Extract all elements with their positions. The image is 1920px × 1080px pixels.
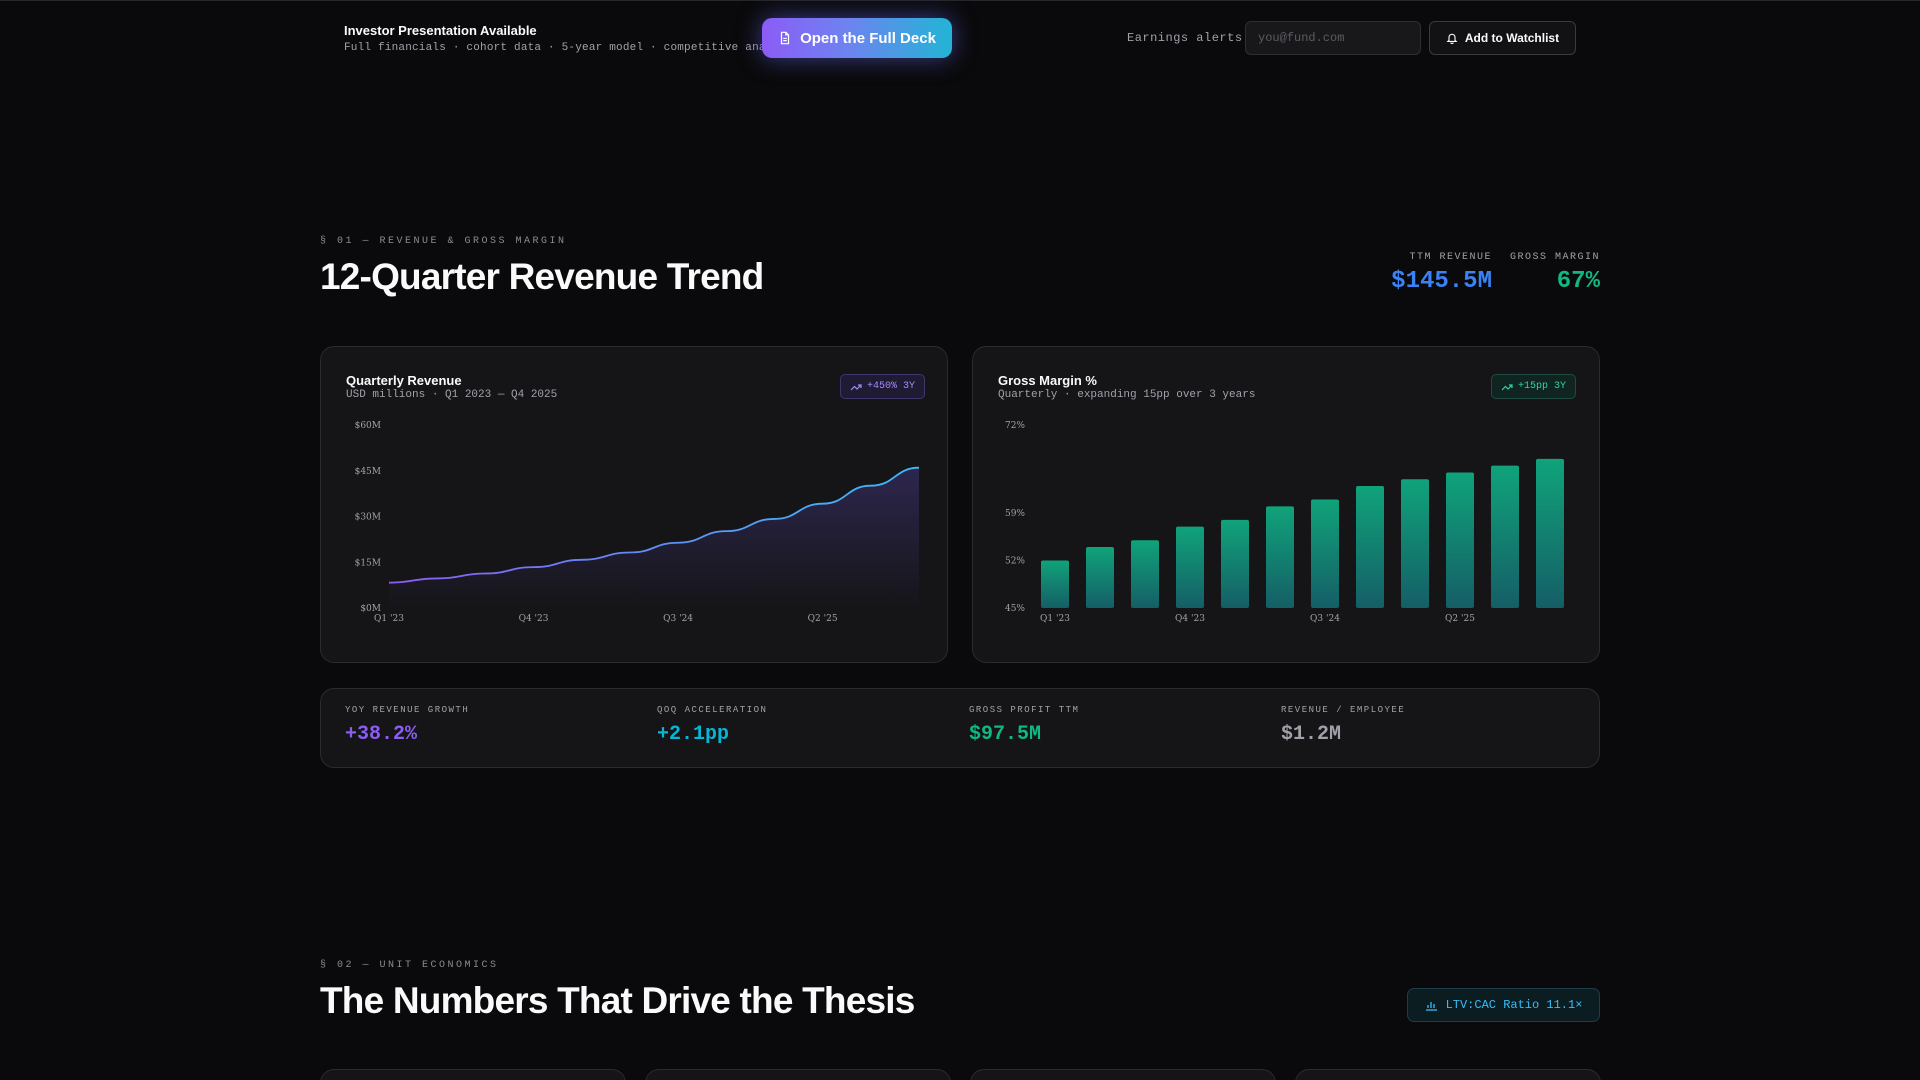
stat-value: +38.2%: [345, 723, 418, 746]
open-deck-label: Open the Full Deck: [800, 29, 936, 47]
x-tick-label: Q3 '24: [663, 614, 693, 624]
x-tick-label: Q1 '23: [1040, 614, 1070, 624]
margin-bar-chart: 72% 59% 52% 45% Q1 '23 Q4 '23 Q3 '24 Q2 '25: [1005, 421, 1564, 624]
section2-title: The Numbers That Drive the Thesis: [320, 980, 915, 1021]
stat-label: GROSS PROFIT TTM: [969, 705, 1080, 715]
x-tick-label: Q2 '25: [808, 614, 838, 624]
margin-bar: [1446, 472, 1474, 608]
y-tick-label: $60M: [355, 421, 381, 431]
top-bar: Investor Presentation Available Full fin…: [0, 0, 1920, 74]
promo-block: Investor Presentation Available Full fin…: [344, 23, 800, 54]
unit-economics-card: [1295, 1069, 1601, 1080]
margin-bar: [1221, 519, 1249, 608]
kpi-value: 67%: [1556, 268, 1600, 295]
unit-economics-card: [970, 1069, 1276, 1080]
stat-yoy-growth: YOY REVENUE GROWTH +38.2%: [345, 705, 469, 746]
margin-bar: [1401, 479, 1429, 608]
card-subtitle: Quarterly · expanding 15pp over 3 years: [998, 389, 1256, 401]
kpi-value: $145.5M: [1391, 268, 1492, 295]
y-tick-label: 45%: [1005, 604, 1025, 614]
stat-label: QOQ ACCELERATION: [657, 705, 768, 715]
promo-subtitle: Full financials · cohort data · 5-year m…: [344, 42, 800, 54]
x-tick-label: Q2 '25: [1445, 614, 1475, 624]
stat-label: REVENUE / EMPLOYEE: [1281, 705, 1406, 715]
email-field[interactable]: [1245, 21, 1421, 55]
stat-value: +2.1pp: [657, 723, 730, 746]
watchlist-label: Add to Watchlist: [1464, 31, 1560, 45]
kpi-gross-margin: GROSS MARGIN 67%: [1505, 252, 1600, 295]
y-tick-label: $15M: [355, 558, 381, 568]
bar-chart-icon: [1425, 1002, 1437, 1011]
x-tick-label: Q4 '23: [519, 614, 549, 624]
margin-bar: [1176, 526, 1204, 608]
trend-up-icon: [1501, 383, 1513, 390]
stats-row: YOY REVENUE GROWTH +38.2% QOQ ACCELERATI…: [320, 688, 1600, 768]
stat-qoq-acceleration: QOQ ACCELERATION +2.1pp: [657, 705, 767, 746]
margin-bar: [1491, 465, 1519, 608]
kpi-label: GROSS MARGIN: [1509, 252, 1600, 263]
revenue-chart-card: Quarterly Revenue USD millions · Q1 2023…: [320, 346, 948, 663]
y-tick-label: 52%: [1005, 557, 1025, 567]
y-tick-label: 72%: [1005, 421, 1025, 431]
section1-title: 12-Quarter Revenue Trend: [320, 256, 764, 297]
stat-gross-profit: GROSS PROFIT TTM $97.5M: [969, 705, 1079, 746]
stat-label: YOY REVENUE GROWTH: [345, 705, 470, 715]
growth-badge: +450% 3Y: [840, 374, 926, 399]
x-tick-label: Q1 '23: [374, 614, 404, 624]
kpi-label: TTM REVENUE: [1409, 252, 1492, 263]
margin-bar: [1266, 506, 1294, 608]
unit-economics-card: [645, 1069, 951, 1080]
margin-badge: +15pp 3Y: [1491, 374, 1577, 399]
add-to-watchlist-button[interactable]: Add to Watchlist: [1429, 21, 1576, 55]
margin-bar: [1131, 540, 1159, 608]
card-title: Quarterly Revenue: [346, 373, 462, 388]
y-tick-label: $30M: [355, 513, 381, 523]
margin-bar: [1536, 458, 1564, 608]
stat-value: $1.2M: [1281, 723, 1342, 746]
growth-badge-label: +450% 3Y: [867, 381, 916, 392]
ltv-cac-badge: LTV:CAC Ratio 11.1×: [1407, 988, 1600, 1022]
card-subtitle: USD millions · Q1 2023 — Q4 2025: [346, 389, 558, 401]
stat-value: $97.5M: [969, 723, 1042, 746]
y-tick-label: $0M: [360, 604, 381, 614]
margin-bar: [1311, 499, 1339, 608]
margin-badge-label: +15pp 3Y: [1518, 381, 1567, 392]
x-tick-label: Q3 '24: [1310, 614, 1340, 624]
kpi-ttm-revenue: TTM REVENUE $145.5M: [1380, 252, 1492, 295]
revenue-series-line: [388, 466, 920, 584]
unit-economics-card: [320, 1069, 626, 1080]
card-title: Gross Margin %: [998, 373, 1097, 388]
section2-eyebrow: § 02 — UNIT ECONOMICS: [320, 960, 499, 971]
earnings-alerts-label: Earnings alerts:: [1127, 31, 1251, 45]
promo-title: Investor Presentation Available: [344, 23, 537, 38]
stat-revenue-per-employee: REVENUE / EMPLOYEE $1.2M: [1281, 705, 1405, 746]
bell-icon: [1446, 33, 1458, 44]
x-tick-label: Q4 '23: [1175, 614, 1205, 624]
margin-bar: [1086, 547, 1114, 608]
open-deck-button[interactable]: Open the Full Deck: [762, 18, 952, 58]
margin-bar: [1356, 486, 1384, 608]
document-icon: [780, 31, 790, 45]
margin-chart-card: Gross Margin % Quarterly · expanding 15p…: [972, 346, 1600, 663]
section1-eyebrow: § 01 — REVENUE & GROSS MARGIN: [320, 236, 567, 247]
y-tick-label: $45M: [355, 467, 381, 477]
trend-up-icon: [850, 383, 862, 390]
revenue-area-fill: [389, 467, 919, 608]
ltv-cac-label: LTV:CAC Ratio 11.1×: [1445, 998, 1583, 1012]
y-tick-label: 59%: [1005, 509, 1025, 519]
margin-bar: [1041, 560, 1069, 608]
